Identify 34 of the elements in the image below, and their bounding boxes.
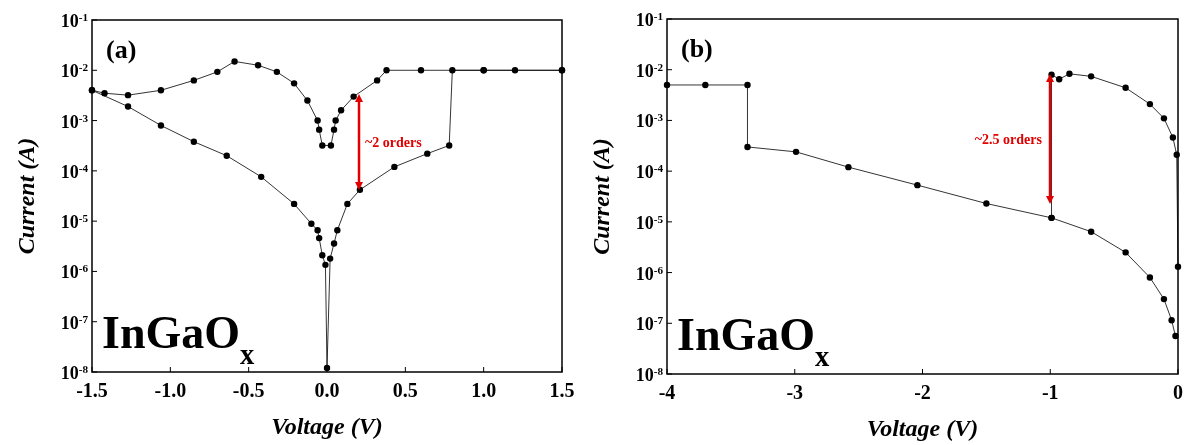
annotation: InGaO$_{x}$: [677, 309, 831, 372]
y-tick-label: 10$^{-5}$: [60, 212, 89, 233]
x-axis-title: Voltage (V): [866, 415, 979, 441]
x-tick-label: 1.5: [549, 379, 575, 401]
y-tick-label: 10$^{-1}$: [60, 11, 88, 31]
x-tick-label: -0.5: [232, 379, 265, 401]
x-tick-label: -2: [914, 381, 931, 403]
y-tick-label: 10$^{-3}$: [60, 111, 89, 132]
y-tick-label: 10$^{-7}$: [635, 314, 664, 335]
annotation: InGaO$_{x}$: [102, 307, 256, 370]
y-tick-label: 10$^{-2}$: [60, 61, 89, 82]
y-axis-title: Current (A): [13, 137, 39, 255]
y-tick-label: 10$^{-1}$: [635, 10, 663, 30]
x-tick-label: 0.0: [314, 379, 340, 401]
x-tick-label: 0.5: [392, 379, 418, 401]
x-tick-label: -1.0: [154, 379, 187, 401]
x-tick-label: -1: [1041, 381, 1059, 403]
y-tick-label: 10$^{-5}$: [635, 212, 664, 233]
y-tick-label: 10$^{-3}$: [635, 111, 664, 132]
x-tick-label: 0: [1173, 381, 1183, 403]
y-tick-label: 10$^{-2}$: [635, 60, 664, 81]
annotation: (a): [106, 35, 137, 64]
x-tick-label: -3: [786, 381, 804, 403]
annotation: (b): [681, 34, 713, 63]
y-tick-label: 10$^{-4}$: [60, 161, 89, 182]
y-tick-label: 10$^{-6}$: [60, 262, 89, 283]
y-axis-title: Current (A): [588, 138, 614, 255]
x-axis-title: Voltage (V): [271, 413, 383, 439]
annotation: ~2 orders: [365, 135, 423, 150]
x-tick-label: 1.0: [471, 379, 497, 401]
y-tick-label: 10$^{-7}$: [60, 312, 89, 333]
annotation: ~2.5 orders: [974, 132, 1043, 147]
y-tick-label: 10$^{-6}$: [635, 263, 664, 284]
y-tick-label: 10$^{-4}$: [635, 162, 664, 183]
